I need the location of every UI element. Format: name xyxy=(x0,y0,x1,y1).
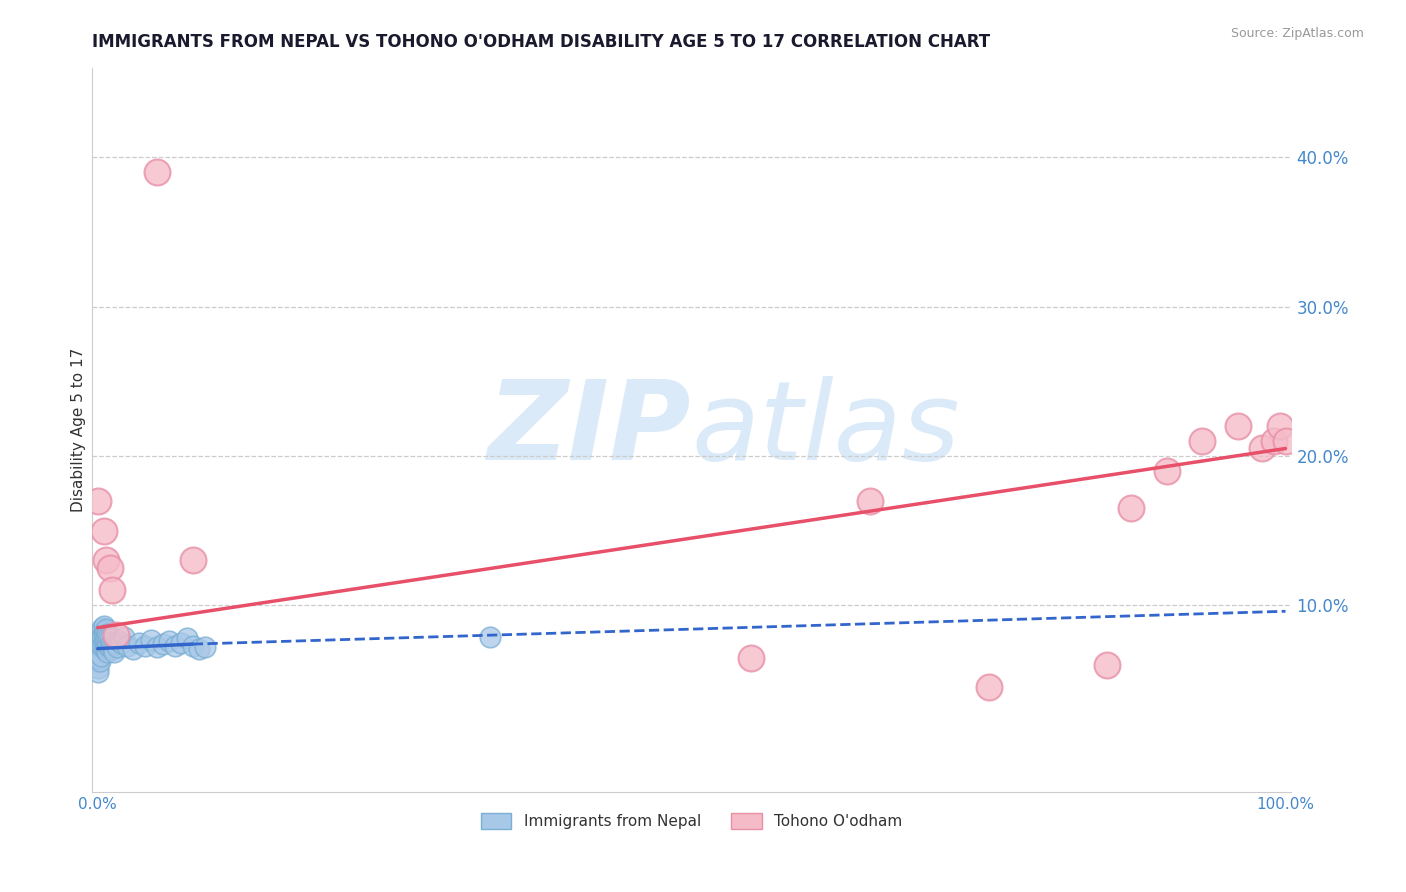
Point xyxy=(94,624,117,638)
Point xyxy=(98,640,121,654)
Point xyxy=(97,639,120,653)
Point xyxy=(1119,501,1142,516)
Point xyxy=(108,634,131,648)
Point xyxy=(1274,434,1296,448)
Point xyxy=(1097,658,1119,673)
Point xyxy=(1263,434,1285,448)
Point xyxy=(87,641,110,656)
Point xyxy=(90,648,112,663)
Point xyxy=(859,493,882,508)
Point xyxy=(141,632,163,647)
Point xyxy=(89,654,111,668)
Point xyxy=(87,646,110,660)
Legend: Immigrants from Nepal, Tohono O'odham: Immigrants from Nepal, Tohono O'odham xyxy=(475,806,908,835)
Point xyxy=(93,628,115,642)
Point xyxy=(87,634,110,648)
Point xyxy=(94,631,117,645)
Point xyxy=(87,640,110,654)
Point xyxy=(94,640,117,654)
Point xyxy=(176,631,198,645)
Point xyxy=(117,639,139,653)
Point xyxy=(157,634,180,648)
Point xyxy=(100,635,122,649)
Point xyxy=(194,640,217,654)
Point xyxy=(103,644,125,658)
Point xyxy=(87,661,110,675)
Point xyxy=(163,639,186,653)
Point xyxy=(97,630,120,644)
Text: Source: ZipAtlas.com: Source: ZipAtlas.com xyxy=(1230,27,1364,40)
Point xyxy=(98,631,121,645)
Point xyxy=(101,641,124,656)
Point xyxy=(478,630,501,644)
Point xyxy=(96,626,118,640)
Text: IMMIGRANTS FROM NEPAL VS TOHONO O'ODHAM DISABILITY AGE 5 TO 17 CORRELATION CHART: IMMIGRANTS FROM NEPAL VS TOHONO O'ODHAM … xyxy=(91,33,990,51)
Point xyxy=(128,635,150,649)
Point xyxy=(87,643,110,657)
Point xyxy=(94,553,117,567)
Point xyxy=(89,628,111,642)
Point xyxy=(110,635,132,649)
Point xyxy=(87,650,110,665)
Point xyxy=(91,630,114,644)
Text: atlas: atlas xyxy=(692,376,960,483)
Point xyxy=(93,524,115,538)
Point xyxy=(1191,434,1213,448)
Point xyxy=(94,632,117,647)
Point xyxy=(104,637,127,651)
Point xyxy=(89,646,111,660)
Point xyxy=(146,640,169,654)
Point xyxy=(101,583,124,598)
Point xyxy=(1156,464,1178,478)
Point xyxy=(96,644,118,658)
Point xyxy=(152,637,174,651)
Point xyxy=(87,665,110,680)
Point xyxy=(90,625,112,640)
Point xyxy=(91,639,114,653)
Point xyxy=(94,622,117,636)
Point xyxy=(105,640,128,654)
Point xyxy=(740,650,762,665)
Point xyxy=(94,641,117,656)
Point xyxy=(96,635,118,649)
Point xyxy=(91,621,114,635)
Point xyxy=(187,641,209,656)
Point xyxy=(181,639,204,653)
Point xyxy=(112,630,135,644)
Point xyxy=(93,637,115,651)
Point xyxy=(87,655,110,669)
Point xyxy=(1250,442,1272,456)
Point xyxy=(89,635,111,649)
Point xyxy=(87,639,110,653)
Point xyxy=(87,493,110,508)
Point xyxy=(1268,419,1291,434)
Point xyxy=(93,619,115,633)
Point xyxy=(90,640,112,654)
Point xyxy=(101,639,124,653)
Point xyxy=(87,650,110,665)
Point xyxy=(134,639,156,653)
Point xyxy=(146,165,169,179)
Point xyxy=(181,553,204,567)
Point xyxy=(977,681,1000,695)
Point xyxy=(122,641,145,656)
Point xyxy=(104,628,127,642)
Point xyxy=(87,644,110,658)
Point xyxy=(1227,419,1250,434)
Text: ZIP: ZIP xyxy=(488,376,692,483)
Point xyxy=(98,561,121,575)
Y-axis label: Disability Age 5 to 17: Disability Age 5 to 17 xyxy=(72,348,86,512)
Point xyxy=(170,635,193,649)
Point xyxy=(90,631,112,645)
